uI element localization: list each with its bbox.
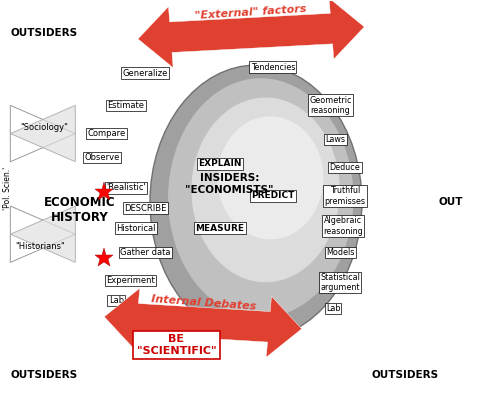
- Text: OUTSIDERS: OUTSIDERS: [371, 370, 439, 380]
- Ellipse shape: [168, 78, 354, 318]
- Polygon shape: [10, 206, 75, 262]
- Polygon shape: [104, 288, 302, 357]
- Text: Geometric
reasoning: Geometric reasoning: [309, 96, 352, 115]
- Text: EXPLAIN: EXPLAIN: [198, 159, 242, 168]
- Text: "Sociology": "Sociology": [20, 123, 68, 132]
- Text: Laws: Laws: [326, 135, 345, 144]
- Text: 'Pol. Scien.': 'Pol. Scien.': [3, 166, 12, 210]
- Text: INSIDERS:
"ECONOMISTS": INSIDERS: "ECONOMISTS": [185, 173, 274, 195]
- Text: Truthful
premisses: Truthful premisses: [325, 186, 366, 206]
- Polygon shape: [138, 0, 364, 68]
- Text: Generalize: Generalize: [123, 69, 168, 78]
- Text: "External" factors: "External" factors: [194, 4, 307, 21]
- Text: OUTSIDERS: OUTSIDERS: [10, 28, 77, 38]
- Text: Internal Debates: Internal Debates: [151, 294, 256, 311]
- Text: ECONOMIC
HISTORY: ECONOMIC HISTORY: [44, 196, 116, 224]
- Text: Estimate: Estimate: [107, 101, 144, 110]
- Text: PREDICT: PREDICT: [251, 191, 295, 200]
- Polygon shape: [10, 105, 75, 162]
- Text: "Historians": "Historians": [15, 242, 65, 251]
- Text: Deduce: Deduce: [330, 163, 360, 172]
- Text: Statistical
argument: Statistical argument: [320, 273, 360, 292]
- Text: BE
"SCIENTIFIC": BE "SCIENTIFIC": [137, 334, 216, 356]
- Text: Gather data: Gather data: [120, 248, 170, 257]
- Text: Models: Models: [326, 248, 355, 257]
- Polygon shape: [10, 206, 75, 262]
- Ellipse shape: [191, 97, 340, 282]
- Text: Tendencies: Tendencies: [251, 63, 295, 72]
- Text: DESCRIBE: DESCRIBE: [124, 204, 166, 213]
- Text: Lab: Lab: [326, 304, 340, 313]
- Ellipse shape: [217, 116, 324, 240]
- Text: Historical: Historical: [116, 224, 156, 233]
- Text: Observe: Observe: [84, 153, 119, 162]
- Text: OUTSIDERS: OUTSIDERS: [10, 370, 77, 380]
- Text: Experiment: Experiment: [106, 276, 155, 285]
- Text: OUT: OUT: [439, 197, 464, 207]
- Ellipse shape: [150, 65, 362, 339]
- Text: Compare: Compare: [87, 129, 126, 138]
- Polygon shape: [10, 105, 75, 162]
- Text: 'Realistic': 'Realistic': [106, 183, 146, 192]
- Text: Algebraic
reasoning: Algebraic reasoning: [323, 217, 363, 236]
- Text: Lab: Lab: [109, 296, 124, 305]
- Text: MEASURE: MEASURE: [195, 224, 244, 233]
